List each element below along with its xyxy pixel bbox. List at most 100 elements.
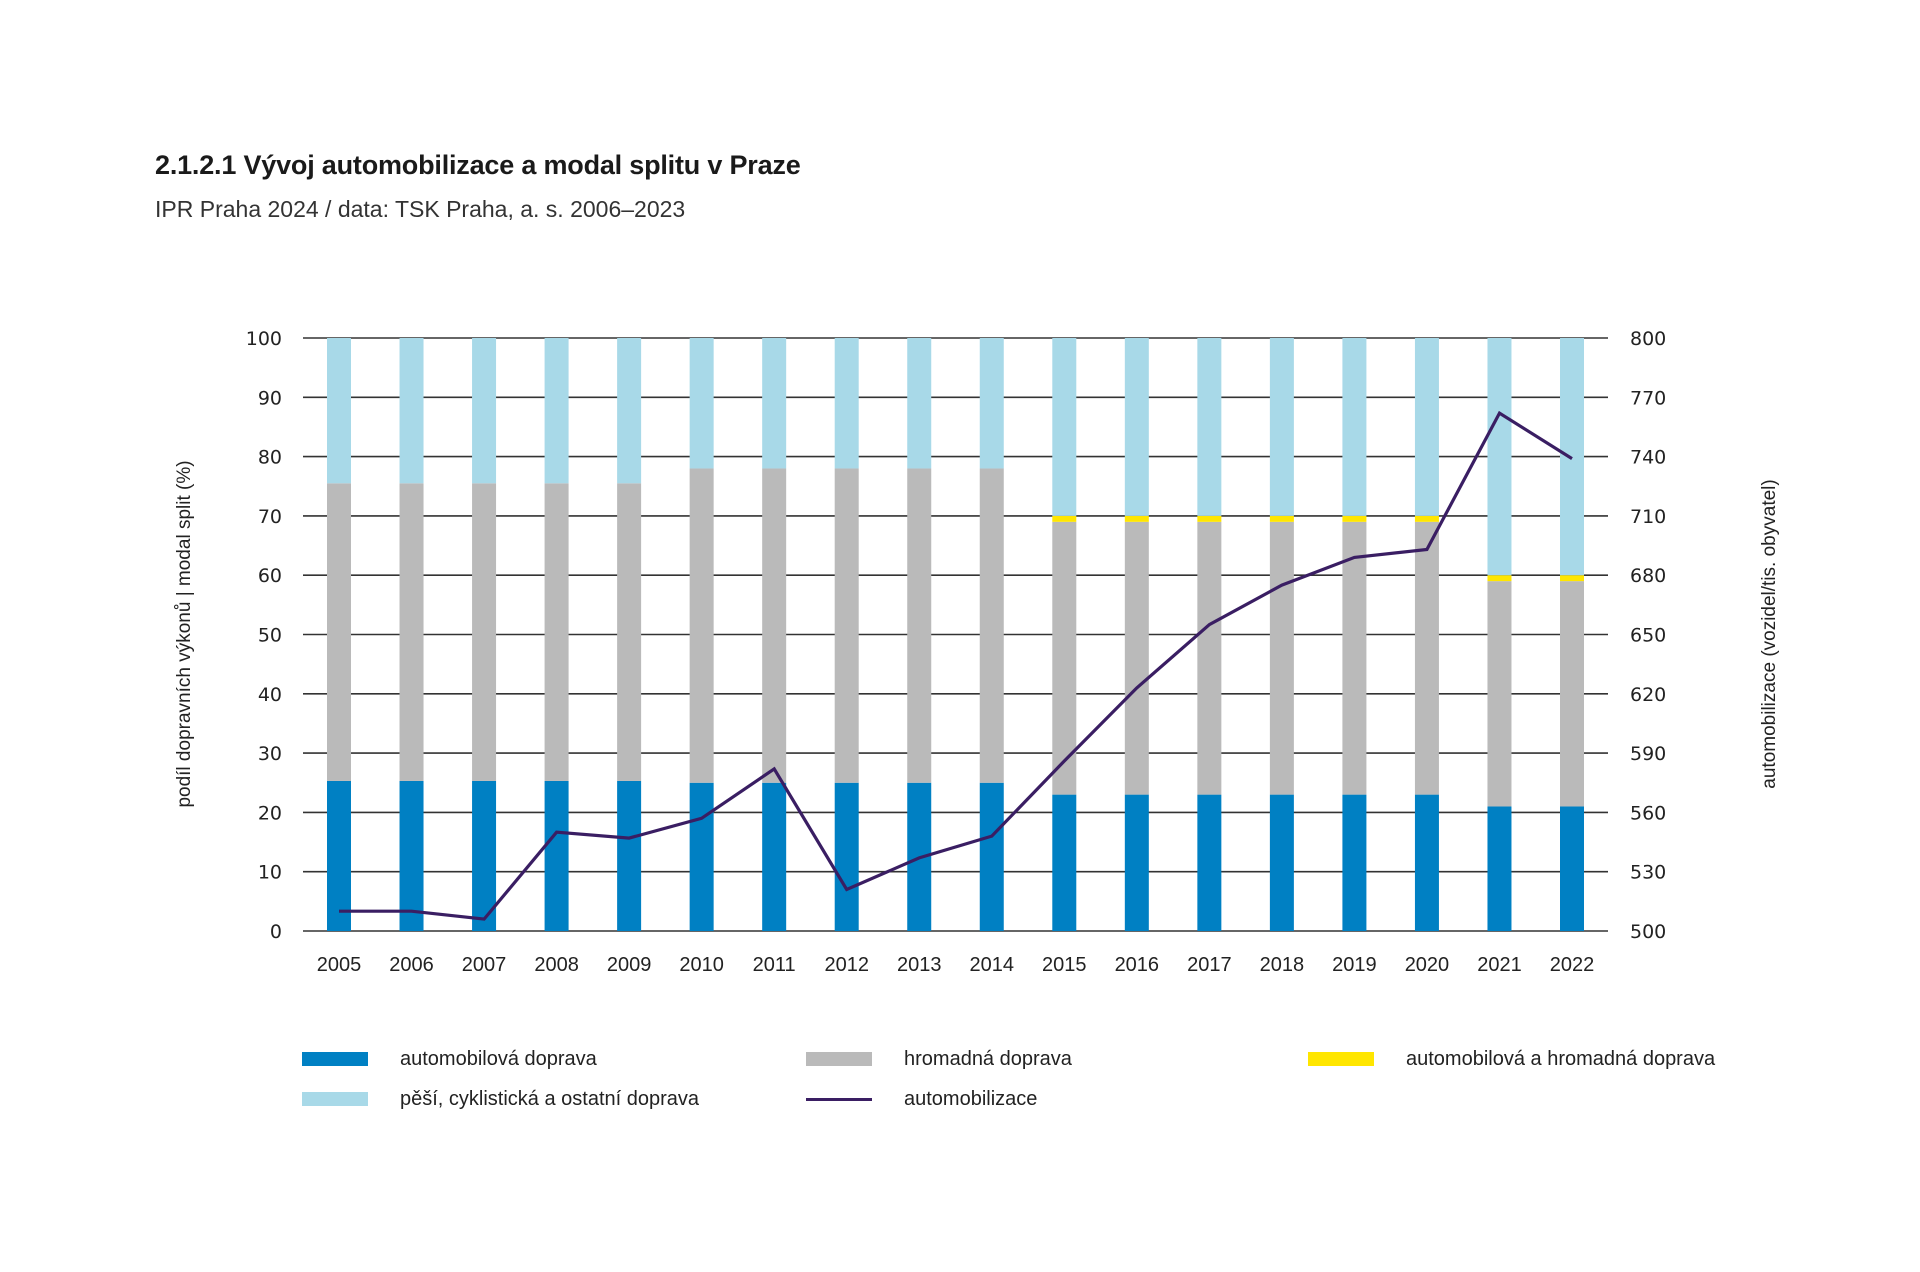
legend-swatch-public — [806, 1052, 872, 1066]
y2-tick-label: 710 — [1630, 506, 1666, 528]
bar-segment-car — [1052, 794, 1077, 931]
y-tick-label: 20 — [258, 802, 282, 824]
bar-segment-public — [1414, 521, 1439, 795]
bar-segment-active — [907, 338, 932, 469]
bar-segment-public — [327, 483, 351, 781]
legend-item-car-and-public: automobilová a hromadná doprava — [1308, 1046, 1715, 1072]
chart-title: 2.1.2.1 Vývoj automobilizace a modal spl… — [155, 150, 801, 180]
bar-segment-public — [1124, 521, 1149, 795]
legend-label: automobilová a hromadná doprava — [1406, 1047, 1716, 1070]
x-tick-label: 2011 — [753, 954, 796, 976]
y-axis-title: podíl dopravních výkonů | modal split (%… — [174, 460, 195, 807]
right-axis-ticks: 500 530 560 590 620 650 680 710 740 770 800 — [1630, 328, 1666, 943]
bar-segment-public — [1197, 521, 1222, 795]
x-tick-label: 2018 — [1260, 954, 1305, 976]
bar-segment-public — [472, 483, 497, 781]
x-tick-label: 2020 — [1405, 954, 1450, 976]
bar-segment-car — [689, 782, 714, 931]
bar-segment-active — [472, 338, 497, 484]
y-tick-label: 40 — [258, 684, 282, 706]
x-tick-label: 2008 — [534, 954, 579, 976]
legend-item-active: pěší, cyklistická a ostatní doprava — [302, 1086, 699, 1112]
y2-tick-label: 530 — [1630, 862, 1666, 884]
y2-tick-label: 740 — [1630, 447, 1666, 469]
bar-segment-public — [617, 483, 642, 781]
y2-tick-label: 560 — [1630, 802, 1666, 824]
legend-item-car: automobilová doprava — [302, 1046, 597, 1072]
bar-segment-active — [327, 338, 351, 484]
bar-segment-public — [1052, 521, 1077, 795]
x-tick-label: 2014 — [970, 954, 1015, 976]
bar-segment-car — [834, 782, 859, 931]
motorization-line — [339, 410, 1573, 921]
bar-segment-active — [1487, 338, 1512, 576]
bar-segment-public — [979, 468, 1004, 783]
legend-swatch-car — [302, 1052, 368, 1066]
bar-segment-car — [544, 780, 569, 931]
bar-segment-car-and-public — [1197, 515, 1222, 522]
bar-segment-public — [1560, 581, 1584, 807]
bar-segment-car — [1414, 794, 1439, 931]
legend-item-public: hromadná doprava — [806, 1046, 1072, 1072]
bar-segment-car-and-public — [1560, 575, 1584, 582]
bar-segment-public — [762, 468, 787, 783]
x-tick-label: 2005 — [317, 954, 362, 976]
y-tick-label: 80 — [258, 447, 282, 469]
x-tick-label: 2012 — [824, 954, 869, 976]
legend-label: automobilizace — [904, 1087, 1038, 1110]
y-tick-label: 90 — [258, 387, 282, 409]
bar-segment-active — [1124, 338, 1149, 516]
bar-segment-car — [1560, 806, 1584, 931]
bar-segment-car — [617, 780, 642, 931]
motorization-line-layer — [339, 410, 1573, 921]
y2-tick-label: 650 — [1630, 625, 1666, 647]
bar-segment-active — [1342, 338, 1367, 516]
bar-segment-car — [399, 780, 424, 931]
x-tick-label: 2019 — [1332, 954, 1377, 976]
bar-segment-car-and-public — [1487, 575, 1512, 582]
chart-subtitle: IPR Praha 2024 / data: TSK Praha, a. s. … — [155, 196, 686, 222]
y2-axis-title: automobilizace (vozidel/tis. obyvatel) — [1759, 479, 1780, 788]
y-tick-label: 0 — [270, 921, 282, 943]
bars — [327, 338, 1584, 931]
x-tick-label: 2022 — [1550, 954, 1595, 976]
bar-segment-active — [834, 338, 859, 469]
bar-segment-car — [1487, 806, 1512, 931]
x-tick-label: 2007 — [462, 954, 507, 976]
bar-segment-public — [834, 468, 859, 783]
bar-segment-active — [1414, 338, 1439, 516]
bar-segment-car — [1269, 794, 1294, 931]
bar-segment-public — [544, 483, 569, 781]
bar-segment-car — [762, 782, 787, 931]
bar-segment-active — [762, 338, 787, 469]
y2-tick-label: 800 — [1630, 328, 1666, 350]
x-tick-label: 2016 — [1115, 954, 1160, 976]
bar-segment-car-and-public — [1124, 515, 1149, 522]
bar-segment-car — [1342, 794, 1367, 931]
bar-segment-active — [544, 338, 569, 484]
y-tick-label: 50 — [258, 625, 282, 647]
legend-label: pěší, cyklistická a ostatní doprava — [400, 1087, 700, 1110]
bar-segment-car-and-public — [1414, 515, 1439, 522]
bar-segment-car — [327, 780, 351, 931]
y-tick-label: 10 — [258, 862, 282, 884]
bar-segment-public — [399, 483, 424, 781]
bar-segment-car — [472, 780, 497, 931]
bar-segment-active — [979, 338, 1004, 469]
bar-segment-active — [689, 338, 714, 469]
bar-segment-public — [907, 468, 932, 783]
legend-label: hromadná doprava — [904, 1047, 1072, 1070]
legend-swatch-car-and-public — [1308, 1052, 1374, 1066]
bar-segment-active — [617, 338, 642, 484]
bar-segment-active — [399, 338, 424, 484]
gridlines — [303, 337, 1608, 932]
y2-tick-label: 680 — [1630, 565, 1666, 587]
bar-segment-public — [1487, 581, 1512, 807]
bar-segment-car-and-public — [1342, 515, 1367, 522]
x-tick-label: 2013 — [897, 954, 942, 976]
bar-segment-car — [1124, 794, 1149, 931]
bar-segment-active — [1052, 338, 1077, 516]
bar-segment-car-and-public — [1052, 515, 1077, 522]
y-tick-label: 100 — [246, 328, 282, 350]
bar-segment-public — [1269, 521, 1294, 795]
